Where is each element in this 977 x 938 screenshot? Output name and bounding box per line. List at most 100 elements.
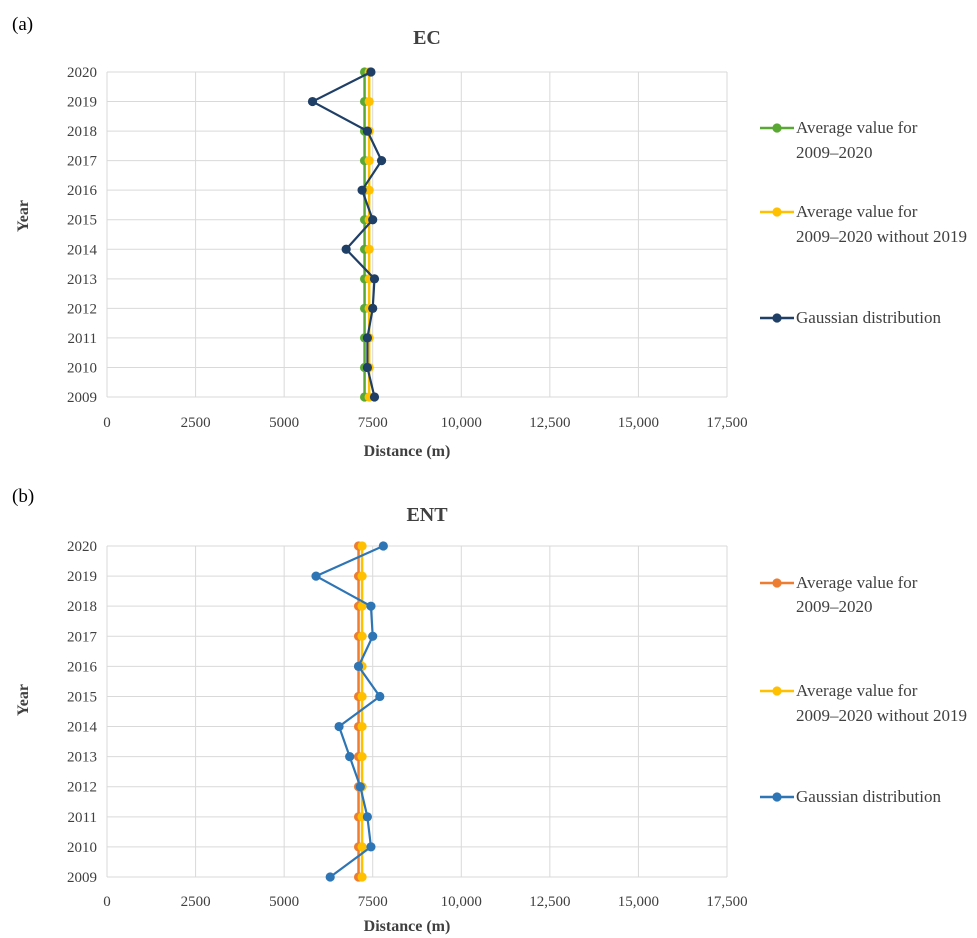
data-point [357, 601, 367, 611]
y-tick-label: 2009 [67, 390, 97, 406]
x-axis-label: Distance (m) [364, 443, 451, 460]
legend-label: Gaussian distribution [796, 787, 941, 806]
data-point [369, 274, 380, 284]
y-tick-label: 2010 [67, 360, 97, 376]
y-tick-label: 2019 [67, 569, 97, 585]
x-tick-label: 0 [103, 415, 111, 431]
x-tick-label: 0 [103, 894, 111, 910]
legend-label-line: 2009–2020 without 2019 [796, 706, 967, 725]
y-tick-label: 2012 [67, 780, 97, 796]
y-tick-label: 2018 [67, 124, 97, 140]
legend-label-line: 2009–2020 [796, 143, 873, 162]
data-point [376, 156, 387, 166]
x-tick-label: 2500 [181, 894, 211, 910]
data-point [362, 126, 372, 136]
chart-panel-b: (b) ENT 0 2500 5000 7500 10,000 12,500 15,000 17,… [12, 486, 967, 935]
data-point [362, 333, 372, 343]
y-tick-label: 2016 [67, 659, 98, 675]
x-tick-label: 10,000 [441, 894, 482, 910]
panel-letter: (a) [12, 14, 33, 35]
data-point [368, 215, 378, 225]
data-point [345, 752, 355, 762]
y-tick-label: 2014 [67, 242, 98, 258]
data-point [334, 721, 344, 732]
data-point [357, 571, 367, 581]
x-tick-label: 15,000 [618, 894, 659, 910]
y-tick-label: 2013 [67, 272, 97, 288]
series-line [314, 544, 384, 878]
y-tick-label: 2015 [67, 689, 97, 705]
legend-label: Average value for 2009–2020 [796, 573, 918, 616]
x-tick-label: 15,000 [618, 415, 659, 431]
x-tick-label: 5000 [269, 415, 299, 431]
series-line [311, 71, 383, 398]
data-point [357, 691, 367, 702]
data-point [366, 67, 376, 77]
y-tick-label: 2013 [67, 750, 97, 766]
legend-marker [772, 792, 782, 802]
data-point [311, 571, 321, 581]
data-point [369, 392, 380, 402]
chart-title: ENT [406, 504, 448, 526]
data-point [366, 601, 376, 611]
x-tick-label: 10,000 [441, 415, 482, 431]
data-point [353, 661, 364, 671]
legend-marker [772, 686, 782, 696]
y-tick-label: 2017 [67, 629, 98, 645]
x-tick-label: 17,500 [706, 415, 747, 431]
data-point [364, 156, 374, 166]
y-tick-label: 2012 [67, 301, 97, 317]
data-point [357, 872, 367, 882]
y-axis-label: Year [15, 684, 32, 716]
data-point [364, 185, 374, 195]
y-tick-label: 2010 [67, 840, 97, 856]
legend-label-line: Average value for [796, 202, 918, 221]
legend-marker [772, 207, 782, 217]
y-tick-label: 2020 [67, 539, 97, 555]
data-point [341, 244, 351, 254]
data-point [375, 691, 385, 702]
x-tick-label: 7500 [358, 415, 388, 431]
y-tick-label: 2015 [67, 213, 97, 229]
legend-label: Average value for 2009–2020 without 2019 [796, 681, 967, 725]
chart-title: EC [413, 27, 441, 49]
y-tick-label: 2014 [67, 720, 98, 736]
data-point [357, 842, 367, 852]
y-tick-label: 2016 [67, 183, 98, 199]
data-point [307, 96, 318, 107]
legend-label-line: Average value for [796, 118, 918, 137]
y-tick-label: 2011 [68, 331, 97, 347]
data-point [368, 631, 378, 641]
legend-label: Average value for 2009–2020 without 2019 [796, 202, 967, 246]
data-point [364, 244, 374, 254]
y-tick-label: 2018 [67, 599, 97, 615]
x-tick-label: 12,500 [529, 894, 570, 910]
data-point [357, 721, 367, 732]
y-tick-label: 2017 [67, 154, 98, 170]
legend-label-line: 2009–2020 without 2019 [796, 227, 967, 246]
data-point [357, 631, 367, 641]
legend-label: Average value for 2009–2020 [796, 118, 918, 162]
data-point [362, 812, 372, 822]
data-point [368, 303, 378, 313]
x-tick-label: 5000 [269, 894, 299, 910]
legend-marker [772, 313, 782, 323]
x-axis-label: Distance (m) [364, 918, 451, 935]
legend-label-line: Average value for [796, 573, 918, 592]
data-point [364, 96, 374, 107]
x-tick-label: 17,500 [706, 894, 747, 910]
data-point [357, 541, 367, 551]
data-point [355, 782, 365, 792]
chart-panel-a: (a) EC 0 2500 5000 7500 10,000 12,500 15,000 17,5… [12, 14, 967, 460]
legend-marker [772, 578, 782, 588]
legend-label-line: 2009–2020 [796, 597, 873, 616]
data-point [325, 872, 335, 882]
y-axis-label: Year [15, 200, 32, 232]
legend-label-line: Gaussian distribution [796, 787, 941, 806]
x-tick-label: 2500 [181, 415, 211, 431]
data-point [357, 185, 367, 195]
x-tick-label: 7500 [358, 894, 388, 910]
x-tick-label: 12,500 [529, 415, 570, 431]
legend-label: Gaussian distribution [796, 308, 941, 327]
